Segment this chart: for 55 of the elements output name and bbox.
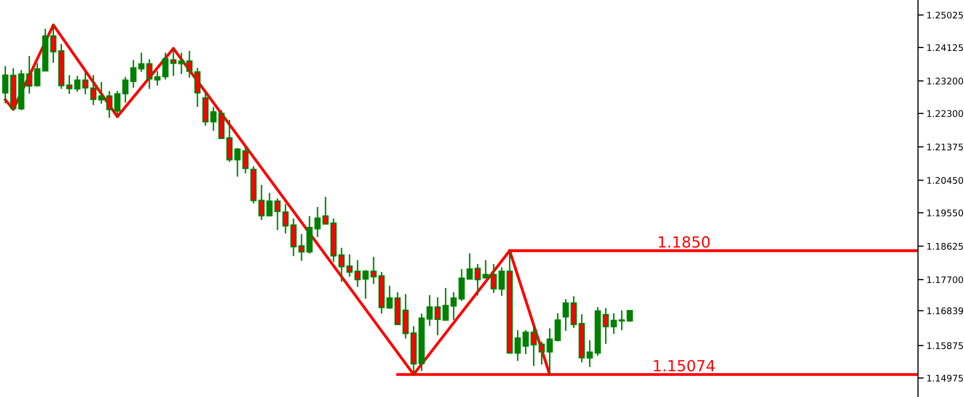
- candlestick: [450, 292, 457, 321]
- candlestick: [402, 293, 409, 340]
- candlestick: [314, 206, 321, 238]
- candlestick: [242, 146, 249, 174]
- candlestick: [122, 76, 128, 104]
- series-label: 1.1850: [658, 236, 710, 248]
- candlestick: [114, 90, 120, 118]
- y-tick-label: 1.18625: [927, 242, 963, 250]
- candlestick: [370, 256, 377, 285]
- candlestick: [458, 268, 465, 302]
- y-tick-label: 1.19550: [927, 210, 964, 216]
- candlestick: [282, 203, 289, 234]
- y-tick-label: 1.24125: [927, 44, 963, 52]
- candlestick: [346, 254, 353, 278]
- candlestick: [466, 252, 473, 280]
- candlestick: [162, 52, 169, 80]
- y-tick-label: 1.16839: [927, 307, 964, 314]
- candlestick: [298, 233, 305, 262]
- series-label: 1.15074: [654, 360, 715, 372]
- candlestick: [178, 52, 185, 75]
- candlestick: [154, 70, 160, 86]
- y-tick-label: 1.25025: [927, 12, 963, 19]
- y-tick-label: 1.17700: [927, 276, 964, 284]
- candlestick: [426, 294, 433, 327]
- y-tick-label: 1.20450: [927, 176, 964, 184]
- candlestick: [138, 52, 144, 73]
- candlestick: [98, 81, 104, 104]
- candlestick: [322, 196, 329, 225]
- candlestick: [234, 147, 241, 178]
- y-tick-label: 1.22300: [927, 110, 964, 117]
- candlestick: [338, 247, 345, 282]
- y-tick-label: 1.14975: [927, 374, 963, 382]
- candlestick: [290, 218, 297, 257]
- candlestick: [130, 59, 136, 88]
- y-tick-label: 1.23200: [927, 78, 964, 84]
- candlestick: [274, 198, 281, 231]
- candlestick: [202, 91, 209, 126]
- candlestick: [194, 67, 201, 108]
- candlestick: [82, 70, 88, 95]
- candlestick: [170, 48, 177, 77]
- candlestick: [186, 50, 193, 78]
- candlestick: [210, 106, 217, 132]
- candlestick: [442, 287, 449, 321]
- candlestick: [106, 90, 112, 118]
- candlestick: [266, 192, 273, 216]
- candlestick: [362, 270, 369, 300]
- candlestick: [354, 259, 361, 288]
- candlestick: [90, 74, 96, 106]
- candlestick: [226, 119, 233, 163]
- y-tick-label: 1.15875: [927, 342, 963, 350]
- candlestick: [258, 184, 265, 221]
- candlestick: [146, 58, 152, 90]
- y-tick-label: 1.21375: [927, 144, 963, 150]
- candlestick: [434, 296, 441, 336]
- candlestick: [386, 285, 393, 310]
